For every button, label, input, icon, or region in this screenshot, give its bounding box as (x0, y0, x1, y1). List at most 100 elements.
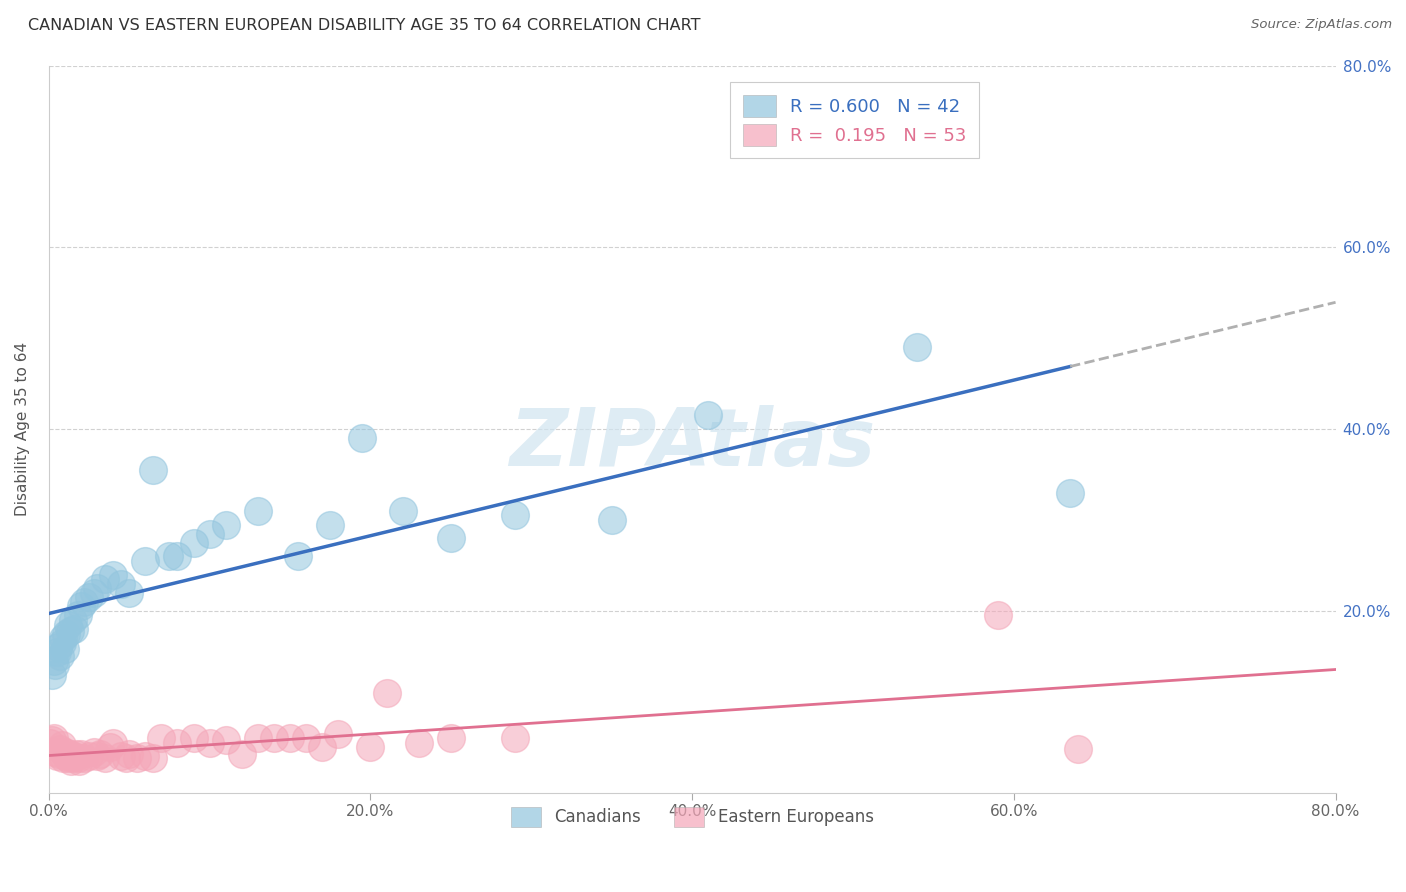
Point (56, 617, 79, 632)
Point (89, 747, 111, 762)
Text: CANADIAN VS EASTERN EUROPEAN DISABILITY AGE 35 TO 64 CORRELATION CHART: CANADIAN VS EASTERN EUROPEAN DISABILITY … (28, 18, 700, 33)
Point (42, 731, 65, 745)
Point (41, 733, 63, 747)
Point (53, 642, 76, 657)
Point (352, 431, 374, 445)
Point (55, 626, 77, 640)
Point (150, 731, 173, 745)
Point (83, 585, 105, 599)
Point (48, 640, 70, 655)
Point (51, 739, 73, 753)
Point (63, 622, 86, 636)
Point (70, 747, 93, 762)
Point (166, 736, 188, 750)
Point (49, 742, 72, 756)
Point (110, 576, 132, 591)
Point (59, 624, 82, 638)
Point (391, 504, 413, 518)
Point (134, 749, 156, 764)
Text: ZIPAtlas: ZIPAtlas (509, 405, 876, 483)
Point (94, 751, 117, 765)
Point (53, 745, 76, 759)
Point (52, 631, 75, 645)
Point (59, 747, 82, 762)
Point (1067, 742, 1090, 756)
Point (697, 409, 720, 423)
Point (101, 736, 124, 750)
Point (359, 740, 381, 755)
Point (311, 740, 333, 755)
Point (65, 747, 87, 762)
Point (60, 754, 83, 768)
Legend: Canadians, Eastern Europeans: Canadians, Eastern Europeans (502, 798, 882, 835)
Point (110, 749, 132, 764)
Point (77, 591, 100, 605)
Point (45, 749, 67, 764)
Point (118, 747, 141, 762)
Point (905, 340, 928, 354)
Point (51, 636, 73, 650)
Point (66, 751, 89, 765)
Point (73, 751, 96, 765)
Point (600, 513, 623, 527)
Point (83, 745, 105, 759)
Point (1059, 485, 1081, 500)
Point (48, 747, 70, 762)
Point (215, 733, 238, 747)
Point (101, 567, 124, 582)
Point (62, 613, 84, 627)
Point (440, 531, 463, 545)
Point (52, 751, 75, 765)
Point (198, 736, 221, 750)
Point (86, 581, 108, 595)
Point (67, 754, 90, 768)
Point (62, 751, 84, 765)
Point (86, 749, 108, 764)
Point (98, 740, 121, 755)
Point (295, 731, 318, 745)
Point (328, 726, 350, 740)
Point (142, 463, 165, 477)
Point (44, 745, 66, 759)
Point (183, 731, 205, 745)
Point (77, 749, 100, 764)
Point (157, 549, 180, 564)
Point (134, 554, 156, 568)
Point (127, 751, 149, 765)
Point (44, 658, 66, 673)
Point (118, 585, 141, 599)
Point (287, 549, 309, 564)
Text: Source: ZipAtlas.com: Source: ZipAtlas.com (1251, 18, 1392, 31)
Point (319, 517, 342, 532)
Y-axis label: Disability Age 35 to 64: Disability Age 35 to 64 (15, 342, 30, 516)
Point (215, 517, 238, 532)
Point (375, 686, 398, 700)
Point (183, 535, 205, 549)
Point (142, 751, 165, 765)
Point (198, 526, 221, 541)
Point (41, 667, 63, 681)
Point (94, 572, 117, 586)
Point (56, 751, 79, 765)
Point (45, 645, 67, 659)
Point (42, 654, 65, 668)
Point (408, 736, 430, 750)
Point (503, 508, 526, 523)
Point (70, 599, 93, 614)
Point (115, 751, 138, 765)
Point (246, 504, 269, 518)
Point (49, 649, 72, 664)
Point (66, 608, 89, 623)
Point (231, 747, 253, 762)
Point (73, 595, 96, 609)
Point (263, 731, 285, 745)
Point (55, 749, 77, 764)
Point (278, 731, 301, 745)
Point (246, 731, 269, 745)
Point (166, 549, 188, 564)
Point (63, 749, 86, 764)
Point (440, 731, 463, 745)
Point (39, 736, 62, 750)
Point (987, 608, 1010, 623)
Point (503, 731, 526, 745)
